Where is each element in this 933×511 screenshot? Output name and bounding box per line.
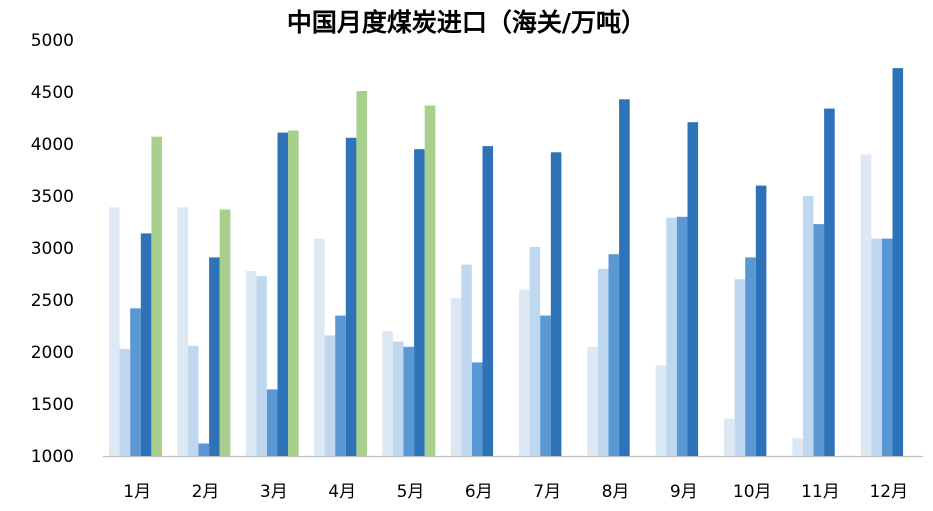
y-tick-label: 3500 — [31, 187, 74, 207]
y-tick-label: 1000 — [31, 447, 74, 467]
bar — [540, 315, 551, 456]
bar — [892, 68, 904, 456]
bar — [256, 276, 267, 456]
bar — [356, 91, 367, 456]
bar — [745, 257, 756, 456]
bar — [597, 268, 609, 456]
bar — [209, 257, 220, 456]
bar — [219, 209, 231, 456]
bar — [529, 247, 541, 456]
x-tick-label: 6月 — [465, 482, 493, 502]
bar — [335, 315, 346, 456]
bar — [414, 149, 425, 456]
bar-layer — [109, 68, 904, 457]
bar — [619, 99, 630, 457]
bar — [403, 346, 415, 456]
bar — [345, 137, 357, 457]
bar — [471, 362, 483, 456]
x-tick-label: 9月 — [670, 482, 698, 502]
bar — [177, 207, 188, 456]
x-tick-label: 8月 — [602, 482, 630, 502]
x-tick-label: 12月 — [869, 482, 908, 502]
bar — [860, 154, 872, 456]
y-tick-label: 1500 — [31, 395, 74, 415]
bar — [550, 152, 562, 457]
bar — [382, 331, 393, 456]
x-tick-label: 10月 — [733, 482, 772, 502]
bar — [151, 136, 162, 456]
x-tick-label: 5月 — [397, 482, 425, 502]
bar — [140, 233, 152, 456]
bar — [130, 308, 141, 456]
bar — [324, 335, 336, 456]
label-layer: 1000 1500 2000 2500 3000 3500 4000 4500 5000 1月 2月… — [31, 31, 908, 502]
bar — [314, 238, 325, 456]
bar — [824, 108, 835, 456]
bar — [666, 217, 677, 456]
bar — [277, 132, 289, 456]
bar — [482, 146, 494, 456]
bar — [245, 270, 257, 456]
y-tick-label: 3000 — [31, 239, 74, 259]
bar — [724, 418, 735, 456]
bar — [608, 254, 620, 456]
bar — [198, 443, 210, 456]
y-tick-label: 4500 — [31, 83, 74, 103]
bar — [266, 389, 278, 456]
x-tick-label: 4月 — [328, 482, 356, 502]
bar — [288, 130, 299, 456]
y-tick-label: 4000 — [31, 135, 74, 155]
bar — [109, 207, 120, 456]
x-tick-label: 1月 — [123, 482, 151, 502]
y-tick-label: 5000 — [31, 31, 74, 51]
bar — [881, 238, 893, 456]
bar — [519, 289, 530, 456]
bar — [461, 264, 472, 456]
x-tick-label: 7月 — [533, 482, 561, 502]
chart-title: 中国月度煤炭进口（海关/万吨） — [286, 8, 647, 37]
x-tick-label: 11月 — [801, 482, 840, 502]
bar — [871, 238, 882, 456]
bar — [687, 122, 699, 456]
bar — [450, 297, 462, 456]
bar — [792, 438, 803, 456]
bar — [424, 105, 436, 456]
y-tick-label: 2000 — [31, 343, 74, 363]
bar — [734, 279, 746, 456]
y-tick-label: 2500 — [31, 291, 74, 311]
bar — [755, 185, 767, 456]
bar — [802, 196, 814, 456]
bar — [676, 216, 688, 456]
x-tick-label: 3月 — [260, 482, 288, 502]
x-tick-label: 2月 — [192, 482, 220, 502]
bar — [187, 345, 199, 456]
bar — [392, 341, 404, 456]
bar — [813, 224, 825, 456]
bar — [587, 346, 598, 456]
bar — [655, 365, 667, 456]
bar — [119, 348, 131, 456]
